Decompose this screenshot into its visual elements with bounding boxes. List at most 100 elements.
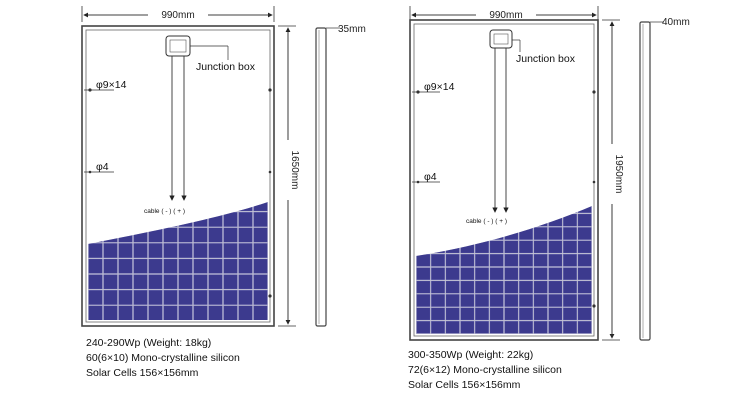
solar-cell [577,294,592,307]
solar-cell [519,240,533,254]
panel-2-spec-cell-size: Solar Cells 156×156mm [408,379,521,391]
panel-1-hole-large-label: φ9×14 [96,79,127,91]
solar-cell [238,274,253,290]
solar-cell [548,240,563,254]
panel-2-width-label: 990mm [489,10,522,21]
solar-cell [148,305,163,320]
solar-cell [460,267,475,280]
solar-cell [533,240,548,254]
solar-cell [475,254,489,267]
solar-cell [253,274,268,290]
solar-cell [88,305,103,320]
solar-cell [103,243,118,258]
solar-cell [223,243,238,258]
solar-cell [163,274,178,290]
solar-cell [431,254,445,267]
solar-cell [118,274,133,290]
solar-cell [504,294,519,307]
solar-cell [133,258,148,274]
solar-cell [563,294,577,307]
panel-2-thickness-label: 40mm [662,17,690,28]
solar-cell [475,321,489,334]
solar-cell [238,305,253,320]
solar-cell [519,294,533,307]
solar-cell [504,321,519,334]
solar-cell [193,305,208,320]
solar-cell [548,280,563,294]
solar-cell [238,212,253,227]
panel-1-width-label: 990mm [161,10,194,21]
panel-2-spec-cells: 72(6×12) Mono-crystalline silicon [408,364,562,376]
solar-cell [445,294,460,307]
solar-cell [519,267,533,280]
solar-cell [133,290,148,305]
solar-cell [88,243,103,258]
solar-cell [253,212,268,227]
solar-cell [193,258,208,274]
solar-cell [504,307,519,321]
solar-cell [533,267,548,280]
solar-cell [118,258,133,274]
panel-1: 990mm Junction box cable ( - ) ( + ) φ9×… [81,6,366,327]
panel-2-junction-box-icon [489,29,513,49]
solar-cell [533,227,548,240]
solar-cell [238,258,253,274]
panel-2: 990mm Junction box cable ( - ) ( + ) φ9×… [409,6,690,341]
solar-cell [563,227,577,240]
solar-cell [416,254,431,267]
solar-cell [133,305,148,320]
solar-cell [489,280,504,294]
solar-cell [577,254,592,267]
solar-cell [577,213,592,227]
solar-cell [193,243,208,258]
solar-cell [193,290,208,305]
solar-cell [431,294,445,307]
solar-cell [445,267,460,280]
panel-2-spec-power: 300-350Wp (Weight: 22kg) [408,349,534,361]
solar-cell [238,290,253,305]
solar-cell [223,290,238,305]
solar-cell [133,274,148,290]
solar-cell [563,321,577,334]
panel-1-spec-power: 240-290Wp (Weight: 18kg) [86,337,212,349]
solar-cell [238,227,253,243]
solar-cell [431,307,445,321]
solar-cell [548,227,563,240]
solar-cell [148,243,163,258]
solar-cell [103,305,118,320]
solar-cell [563,307,577,321]
solar-cell [163,305,178,320]
panel-2-hole-large-label: φ9×14 [424,81,455,93]
solar-cell [118,290,133,305]
solar-cell [178,258,193,274]
solar-cell [431,280,445,294]
solar-cell [577,227,592,240]
solar-cell [193,274,208,290]
solar-cell [163,243,178,258]
solar-cell [416,294,431,307]
solar-cell [519,321,533,334]
panel-1-spec-cells: 60(6×10) Mono-crystalline silicon [86,352,240,364]
solar-cell [208,274,223,290]
solar-cell [208,243,223,258]
panel-1-height-label: 1650mm [289,151,300,190]
solar-cell [577,321,592,334]
solar-cell [178,243,193,258]
solar-cell [416,307,431,321]
solar-cell [519,254,533,267]
solar-cell [548,321,563,334]
panel-2-height-label: 1950mm [613,155,624,194]
solar-cell [253,227,268,243]
solar-cell [548,294,563,307]
solar-cell [577,267,592,280]
solar-cell [548,254,563,267]
solar-cell [563,280,577,294]
solar-cell [577,307,592,321]
solar-cell [445,280,460,294]
solar-cell [103,274,118,290]
panel-2-specs: 300-350Wp (Weight: 22kg) 72(6×12) Mono-c… [408,348,562,393]
panel-1-specs: 240-290Wp (Weight: 18kg) 60(6×10) Mono-c… [86,336,240,381]
solar-cell [489,294,504,307]
solar-cell [193,227,208,243]
